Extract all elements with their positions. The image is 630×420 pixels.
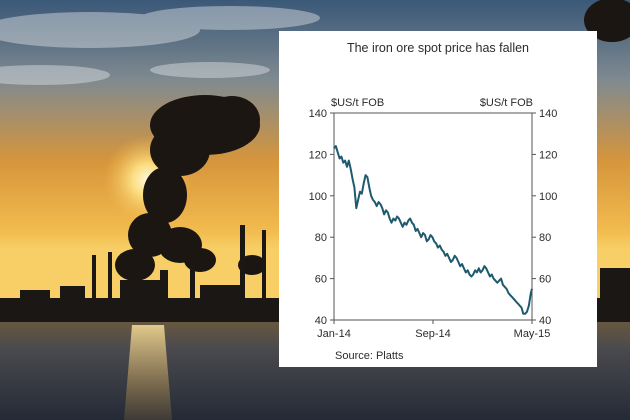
y-tick-label: 40: [315, 315, 327, 327]
y-tick-label: 80: [539, 232, 551, 244]
y-axis-label-left: $US/t FOB: [331, 97, 384, 109]
plot-frame: [333, 112, 533, 321]
y-tick-label: 80: [315, 232, 327, 244]
y-tick-label: 100: [309, 191, 327, 203]
sun-reflection: [124, 325, 172, 420]
y-tick-label: 140: [539, 108, 557, 120]
y-tick-label: 100: [539, 191, 557, 203]
y-tick-label: 120: [539, 149, 557, 161]
chart-panel: The iron ore spot price has fallen $US/t…: [279, 31, 597, 367]
x-tick-label: Sep-14: [415, 328, 450, 340]
x-tick-label: Jan-14: [317, 328, 351, 340]
y-tick-label: 40: [539, 315, 551, 327]
y-tick-label: 60: [315, 274, 327, 286]
x-tick-label: May-15: [514, 328, 551, 340]
y-ticks-right: 40 60 80 100 120 140: [532, 108, 557, 327]
source-note: Source: Platts: [335, 350, 404, 362]
iron-ore-chart: The iron ore spot price has fallen $US/t…: [309, 41, 558, 362]
chart-title: The iron ore spot price has fallen: [347, 41, 529, 55]
price-line: [333, 145, 533, 315]
y-tick-label: 140: [309, 108, 327, 120]
y-tick-label: 120: [309, 149, 327, 161]
clouds: [0, 6, 320, 85]
x-ticks: Jan-14 Sep-14 May-15: [317, 320, 550, 340]
y-axis-label-right: $US/t FOB: [480, 97, 533, 109]
y-ticks-left: 40 60 80 100 120 140: [309, 108, 334, 327]
smoke-plume: [115, 0, 630, 281]
y-tick-label: 60: [539, 274, 551, 286]
